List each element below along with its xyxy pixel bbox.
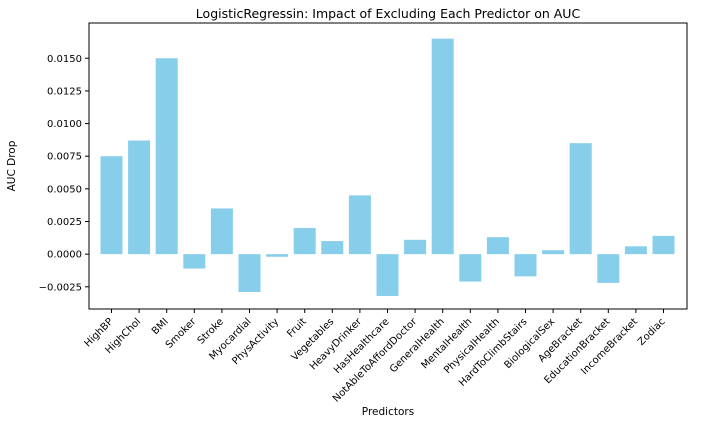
y-tick-label: 0.0075 [47,152,82,163]
bar-Stroke [210,208,233,255]
y-tick-label: 0.0125 [47,86,82,97]
bar-BiologicalSex [542,250,565,255]
bar-HasHealthcare [376,254,399,296]
y-tick-label: 0.0050 [47,184,82,195]
bar-Vegetables [321,241,344,255]
bar-NotAbleToAffordDoctor [404,239,427,255]
bar-HighBP [100,156,123,255]
y-axis-label: AUC Drop [6,140,18,191]
y-tick-label: 0.0150 [47,54,82,65]
bar-PhysicalHealth [486,237,509,255]
y-axis: −0.0025 0.0000 0.0025 0.0050 0.0075 0.0100 0.0… [39,54,89,293]
y-tick-label: 0.0000 [47,250,82,261]
bar-BMI [155,58,178,255]
x-tick-label: Smoker [164,316,199,351]
x-tick-label: BMI [150,316,171,337]
y-tick-label: 0.0025 [47,217,82,228]
bar-Myocardial [238,254,261,293]
x-tick-label: Zodiac [636,316,668,348]
chart-title: LogisticRegressin: Impact of Excluding E… [196,6,581,21]
bar-GeneralHealth [431,38,454,255]
bar-HardToClimbStairs [514,254,537,277]
bar-HighChol [128,140,151,255]
bar-HeavyDrinker [348,195,371,255]
bar-Fruit [293,228,316,255]
x-axis-label: Predictors [362,406,414,418]
y-tick-label: 0.0100 [47,119,82,130]
bar-Zodiac [652,235,675,255]
y-tick-label: −0.0025 [39,282,82,293]
bar-Smoker [183,254,206,269]
bar-IncomeBracket [624,246,647,255]
bar-EducationBracket [597,254,620,283]
bar-AgeBracket [569,143,592,255]
x-tick-label: Fruit [285,316,309,340]
bar-PhysActivity [266,254,289,257]
bars-group [100,38,675,296]
bar-MentalHealth [459,254,482,282]
